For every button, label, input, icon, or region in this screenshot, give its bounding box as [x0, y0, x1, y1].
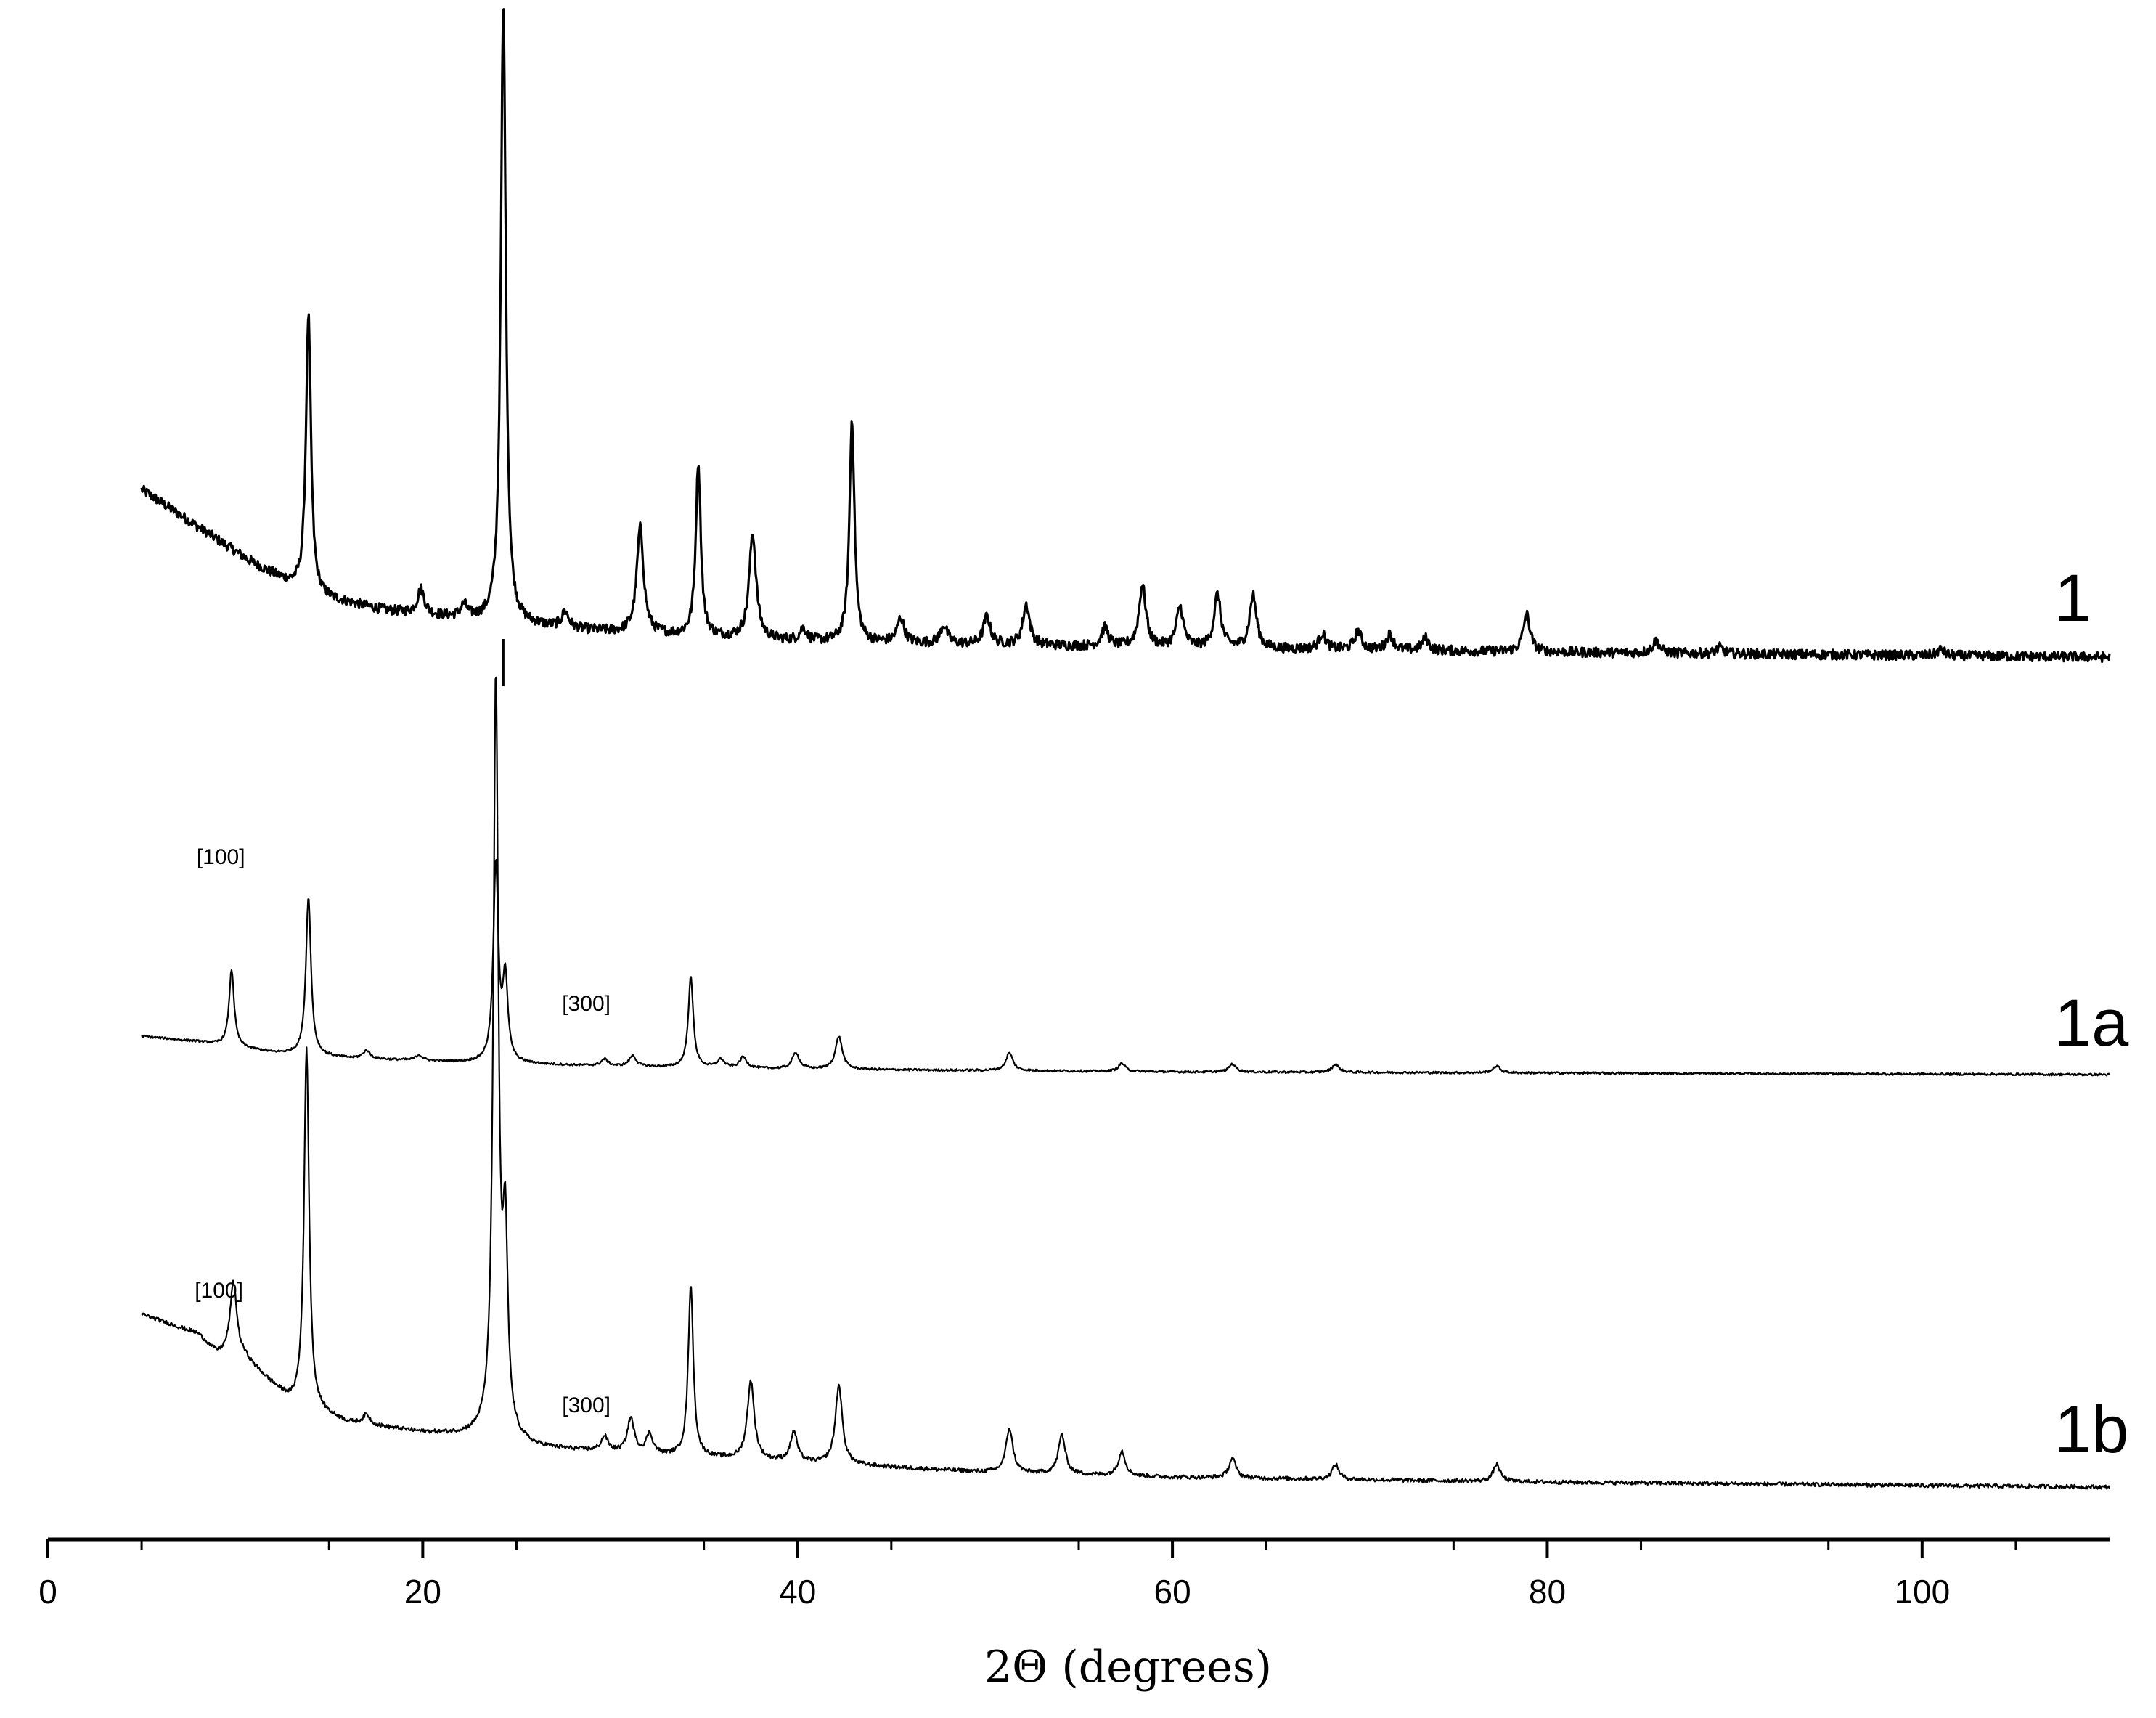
series-layer [140, 8, 2111, 1490]
x-tick-label-0: 0 [38, 1573, 57, 1611]
x-axis-label: 2Θ (degrees) [984, 1642, 1272, 1693]
annotation-100-1b: [100] [195, 1279, 243, 1303]
series-label-1: 1 [2054, 561, 2091, 635]
x-tick-label-80: 80 [1529, 1573, 1566, 1611]
annotation-100-1a: [100] [197, 845, 245, 869]
x-tick-label-60: 60 [1154, 1573, 1191, 1611]
x-tick-label-40: 40 [779, 1573, 816, 1611]
series-label-1a: 1a [2054, 986, 2129, 1060]
series-1a-line [141, 858, 2110, 1077]
annotation-300-1b: [300] [562, 1393, 611, 1417]
series-1-line [140, 8, 2111, 664]
x-tick-label-100: 100 [1894, 1573, 1950, 1611]
annotation-300-1a: [300] [562, 992, 611, 1016]
series-label-1b: 1b [2054, 1393, 2128, 1467]
x-tick-label-20: 20 [404, 1573, 441, 1611]
x-axis: 0 20 40 60 80 100 [38, 1537, 2110, 1611]
label-layer: 1 1a 1b [100] [300] [100] [300] [195, 561, 2129, 1467]
series-1b-line [141, 676, 2111, 1490]
